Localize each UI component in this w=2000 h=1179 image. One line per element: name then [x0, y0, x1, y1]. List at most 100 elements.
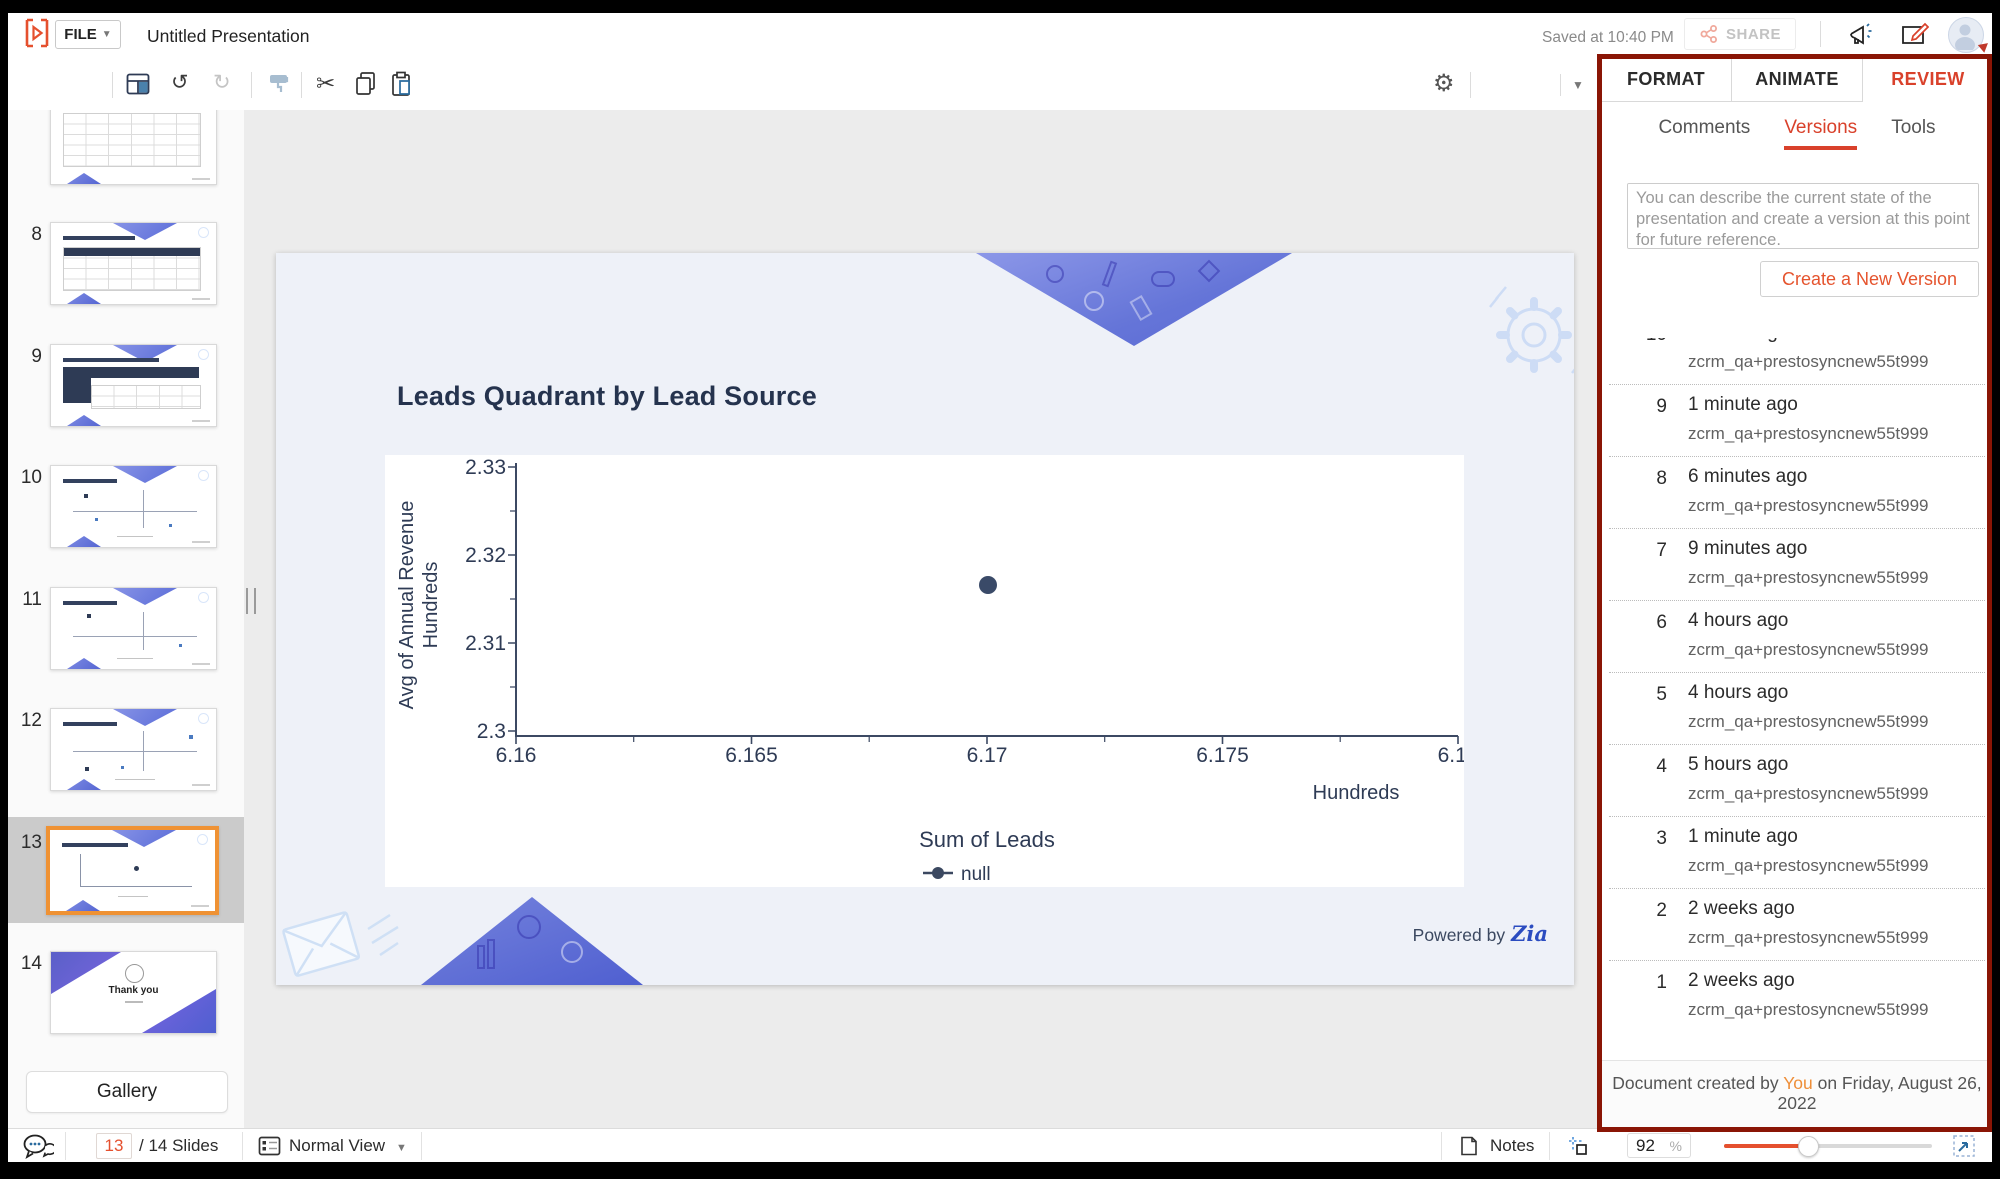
slide-13-canvas[interactable]: Leads Quadrant by Lead Source 2.33 2.32 … — [276, 253, 1574, 985]
author-link[interactable]: You — [1783, 1073, 1813, 1093]
gallery-button[interactable]: Gallery — [26, 1071, 228, 1113]
doodle-triangle-bottom — [421, 897, 643, 985]
subtab-versions[interactable]: Versions — [1784, 117, 1858, 150]
scatter-chart[interactable]: 2.33 2.32 2.31 2.3 6.16 6.165 6.17 6.175… — [385, 455, 1478, 887]
feedback-icon[interactable] — [1901, 22, 1930, 53]
fit-to-window-icon[interactable] — [1952, 1134, 1976, 1162]
version-row[interactable]: 9 1 minute ago zcrm_qa+prestosyncnew55t9… — [1601, 394, 1992, 466]
redo-icon[interactable]: ↻ — [213, 71, 231, 94]
zoom-slider[interactable] — [1724, 1136, 1932, 1157]
version-row[interactable]: 6 4 hours ago zcrm_qa+prestosyncnew55t99… — [1601, 610, 1992, 682]
chat-icon[interactable] — [22, 1133, 57, 1162]
announcements-icon[interactable] — [1847, 21, 1877, 54]
share-nodes-icon — [1700, 25, 1717, 43]
legend-label: null — [961, 864, 991, 885]
chevron-down-icon: ▼ — [101, 29, 112, 40]
slide-number: 8 — [31, 224, 42, 245]
app-window: FILE ▼ Untitled Presentation Saved at 10… — [8, 13, 1992, 1162]
slide-thumbnail-14[interactable]: Thank you — [50, 951, 217, 1034]
chart-title[interactable]: Leads Quadrant by Lead Source — [397, 381, 817, 411]
subtab-comments[interactable]: Comments — [1658, 117, 1751, 138]
version-row[interactable]: 4 5 hours ago zcrm_qa+prestosyncnew55t99… — [1601, 754, 1992, 826]
play-options-chevron-icon[interactable]: ▼ — [1572, 78, 1584, 92]
tab-animate[interactable]: ANIMATE — [1731, 57, 1863, 102]
slide-thumbnail-8[interactable] — [50, 222, 217, 305]
x-tick-label: 6.165 — [725, 744, 778, 767]
view-mode-selector[interactable]: Normal View — [289, 1136, 386, 1155]
share-button[interactable]: SHARE — [1684, 18, 1796, 50]
x-tick-label: 6.17 — [967, 744, 1008, 767]
powered-by-label: Powered by — [1412, 925, 1506, 945]
version-description-input[interactable] — [1627, 183, 1979, 249]
fit-slide-icon[interactable] — [1567, 1135, 1589, 1162]
file-menu-button[interactable]: FILE ▼ — [55, 20, 121, 49]
versions-list[interactable]: 10 4 hours ago zcrm_qa+prestosyncnew55t9… — [1601, 338, 1992, 1060]
notes-label[interactable]: Notes — [1490, 1136, 1535, 1155]
x-tick-label: 6.175 — [1196, 744, 1249, 767]
toolbar: + SLIDE ↺ ↻ ✂ — [8, 60, 1600, 162]
subtab-tools[interactable]: Tools — [1891, 117, 1936, 138]
presentation-title[interactable]: Untitled Presentation — [147, 26, 310, 46]
create-version-button[interactable]: Create a New Version — [1760, 261, 1979, 297]
review-panel: FORMAT ANIMATE REVIEW Comments Versions … — [1600, 57, 1992, 1128]
document-created-footer: Document created by You on Friday, Augus… — [1601, 1060, 1992, 1128]
chart-legend: null — [923, 864, 991, 885]
editor-canvas: Leads Quadrant by Lead Source 2.33 2.32 … — [244, 110, 1600, 1128]
slide-thumbnail-12[interactable] — [50, 708, 217, 791]
tab-format[interactable]: FORMAT — [1601, 57, 1731, 102]
version-row[interactable]: 3 1 minute ago zcrm_qa+prestosyncnew55t9… — [1601, 826, 1992, 898]
format-painter-icon[interactable] — [267, 72, 291, 101]
slide-thumbnail-10[interactable] — [50, 465, 217, 548]
slide-number: 12 — [20, 710, 42, 731]
current-slide-input[interactable]: 13 — [96, 1133, 132, 1159]
slide-number: 14 — [20, 953, 42, 974]
panel-tabs: FORMAT ANIMATE REVIEW — [1601, 57, 1992, 102]
divider — [65, 1132, 66, 1160]
paste-icon[interactable] — [390, 71, 414, 102]
envelope-watermark-icon — [280, 901, 430, 985]
slide-thumbnail-7[interactable] — [50, 110, 217, 185]
slide-number: 9 — [31, 346, 42, 367]
zoom-slider-thumb[interactable] — [1798, 1136, 1819, 1157]
zoho-show-logo-icon — [24, 18, 50, 53]
view-mode-chevron-icon[interactable]: ▼ — [396, 1142, 407, 1154]
version-row[interactable]: 2 2 weeks ago zcrm_qa+prestosyncnew55t99… — [1601, 898, 1992, 970]
slideshow-settings-gear-icon[interactable]: ⚙ — [1433, 70, 1455, 97]
slide-layout-icon[interactable] — [126, 73, 150, 100]
y-tick-label: 2.3 — [477, 720, 506, 743]
divider — [251, 72, 252, 98]
version-row[interactable]: 1 2 weeks ago zcrm_qa+prestosyncnew55t99… — [1656, 970, 1929, 1019]
notes-icon[interactable] — [1460, 1136, 1478, 1161]
y-tick-label: 2.33 — [465, 456, 506, 479]
slide-thumbnail-9[interactable] — [50, 344, 217, 427]
version-row[interactable]: 10 4 hours ago zcrm_qa+prestosyncnew55t9… — [1601, 338, 1992, 394]
tab-review[interactable]: REVIEW — [1891, 69, 1965, 89]
doodle-triangle-top — [976, 253, 1292, 346]
zoom-level-input[interactable]: 92 % — [1627, 1133, 1691, 1158]
version-row[interactable]: 8 6 minutes ago zcrm_qa+prestosyncnew55t… — [1601, 466, 1992, 538]
zoom-unit: % — [1669, 1137, 1682, 1154]
cut-icon[interactable]: ✂ — [316, 70, 336, 96]
divider — [242, 1132, 243, 1160]
slide-count: / 14 Slides — [139, 1136, 219, 1155]
gear-watermark-icon — [1476, 277, 1574, 392]
divider — [1549, 1132, 1550, 1160]
divider — [1820, 21, 1821, 47]
version-row[interactable]: 5 4 hours ago zcrm_qa+prestosyncnew55t99… — [1601, 682, 1992, 754]
data-point[interactable] — [979, 576, 997, 594]
panel-resize-handle[interactable] — [246, 588, 256, 614]
zoom-slider-fill — [1724, 1144, 1806, 1148]
y-tick-label: 2.32 — [465, 544, 506, 567]
powered-by: Powered by Zia — [1413, 921, 1548, 946]
slide-thumbnail-13-selected[interactable] — [46, 826, 219, 915]
version-row[interactable]: 7 9 minutes ago zcrm_qa+prestosyncnew55t… — [1601, 538, 1992, 610]
copy-icon[interactable] — [354, 71, 378, 102]
divider — [421, 1132, 422, 1160]
divider — [112, 72, 113, 98]
divider — [1441, 1132, 1442, 1160]
slide-thumbnail-11[interactable] — [50, 587, 217, 670]
normal-view-icon — [258, 1136, 281, 1161]
title-bar: FILE ▼ Untitled Presentation Saved at 10… — [8, 13, 1992, 60]
avatar[interactable] — [1948, 17, 1984, 53]
undo-icon[interactable]: ↺ — [171, 71, 189, 94]
